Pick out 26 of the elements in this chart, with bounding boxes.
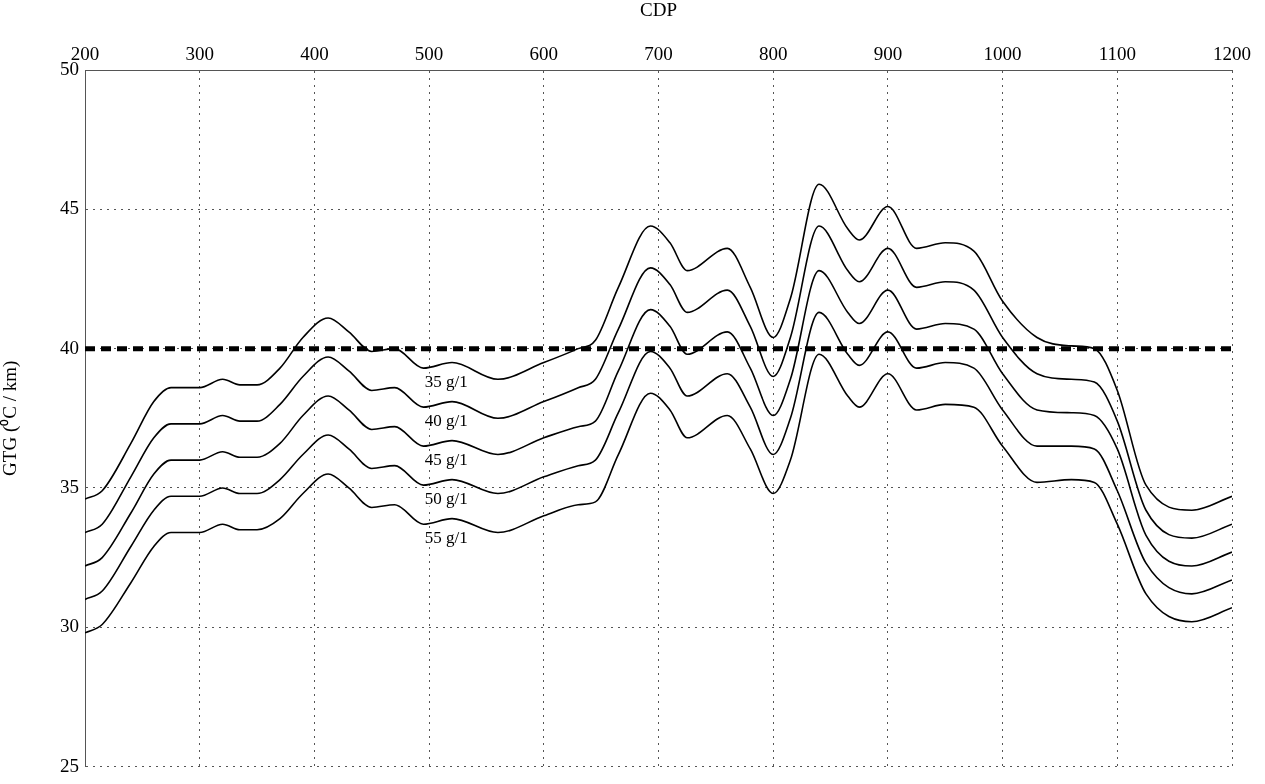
y-axis-title: GTG (⁰C / km) (0, 360, 22, 476)
y-tick-label: 40 (60, 336, 79, 358)
line-series (85, 311, 1232, 601)
x-tick-label: 400 (300, 42, 329, 64)
x-tick-label: 900 (873, 42, 903, 64)
y-tick-label: 35 (60, 475, 79, 497)
y-tick-label: 30 (60, 615, 79, 637)
series-label: 45 g/1 (424, 449, 468, 469)
line-series (85, 269, 1232, 567)
x-tick-label: 1200 (1213, 42, 1251, 64)
y-tick-label: 45 (60, 197, 79, 219)
x-tick-label: 600 (529, 42, 559, 64)
x-tick-label: 800 (758, 42, 788, 64)
line-series (85, 183, 1232, 512)
x-tick-label: 300 (185, 42, 214, 64)
x-tick-label: 1000 (983, 42, 1022, 64)
x-tick-label: 1100 (1098, 42, 1136, 64)
x-tick-label: 500 (414, 42, 444, 64)
line-series (85, 353, 1232, 634)
series-label: 35 g/1 (424, 371, 468, 391)
series-label: 55 g/1 (424, 527, 468, 547)
x-axis-title: CDP (640, 0, 677, 21)
series-label: 40 g/1 (424, 410, 468, 430)
series-label: 50 g/1 (424, 488, 468, 508)
y-tick-label: 25 (60, 754, 79, 776)
x-tick-label: 700 (644, 42, 673, 64)
